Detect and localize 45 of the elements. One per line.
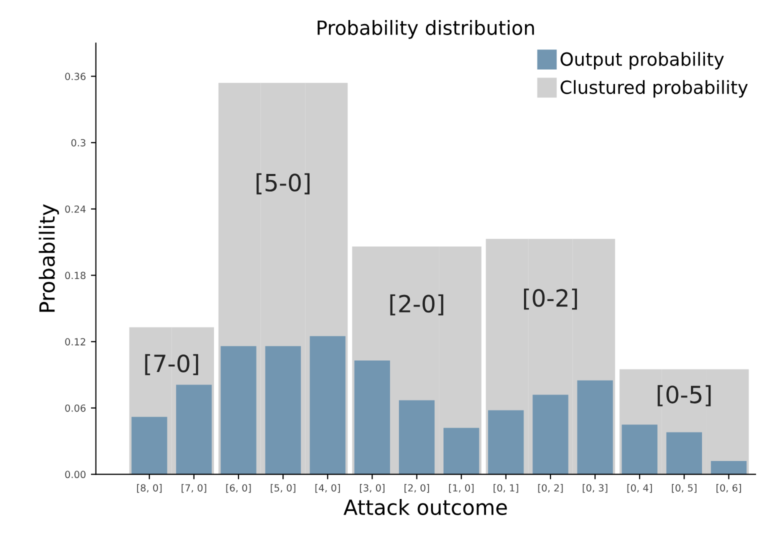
x-tick-label: [0, 2] xyxy=(538,484,563,493)
x-tick-label: [8, 0] xyxy=(137,484,162,493)
x-tick-label: [0, 4] xyxy=(627,484,652,493)
x-tick-label: [2, 0] xyxy=(404,484,430,493)
x-tick-label: [1, 0] xyxy=(449,484,474,493)
y-tick-label: 0.24 xyxy=(65,205,86,213)
y-tick-label: 0.12 xyxy=(65,338,86,346)
bar xyxy=(265,346,301,474)
bar xyxy=(666,432,702,474)
y-tick-label: 0.3 xyxy=(71,139,86,146)
bar xyxy=(354,360,390,474)
bar xyxy=(132,416,168,474)
x-tick-label: [3, 0] xyxy=(360,484,384,493)
legend-label: Output probability xyxy=(560,52,724,70)
bar xyxy=(220,346,256,474)
y-tick-label: 0.00 xyxy=(65,470,86,478)
bar xyxy=(176,384,212,474)
x-tick-label: [6, 0] xyxy=(226,484,251,493)
x-axis-title: Attack outcome xyxy=(344,499,507,516)
annotation: [2-0] xyxy=(390,294,444,316)
annotation: [7-0] xyxy=(145,354,198,376)
bar xyxy=(310,336,346,474)
bar xyxy=(488,410,524,474)
chart-title: Probability distribution xyxy=(318,20,534,39)
x-tick-label: [5, 0] xyxy=(270,484,296,493)
y-tick-label: 0.36 xyxy=(65,72,86,80)
legend-label: Clustured probability xyxy=(560,80,748,98)
x-tick-label: [0, 5] xyxy=(672,484,696,493)
annotation: [0-5] xyxy=(658,385,711,406)
y-tick-label: 0.06 xyxy=(65,404,86,412)
annotation: [5-0] xyxy=(256,173,310,194)
x-tick-label: [7, 0] xyxy=(182,484,206,493)
bar xyxy=(444,428,480,474)
annotation: [0-2] xyxy=(524,288,577,310)
y-axis-title: Probability xyxy=(38,204,59,312)
x-tick-label: [0, 1] xyxy=(494,484,518,493)
y-tick-label: 0.18 xyxy=(65,272,86,280)
x-tick-label: [4, 0] xyxy=(315,484,340,493)
bar xyxy=(710,461,747,474)
bar xyxy=(577,380,613,474)
bar xyxy=(398,400,435,474)
bar xyxy=(622,424,658,474)
bar xyxy=(532,394,568,474)
x-tick-label: [0, 3] xyxy=(582,484,608,493)
x-tick-label: [0, 6] xyxy=(716,484,741,493)
